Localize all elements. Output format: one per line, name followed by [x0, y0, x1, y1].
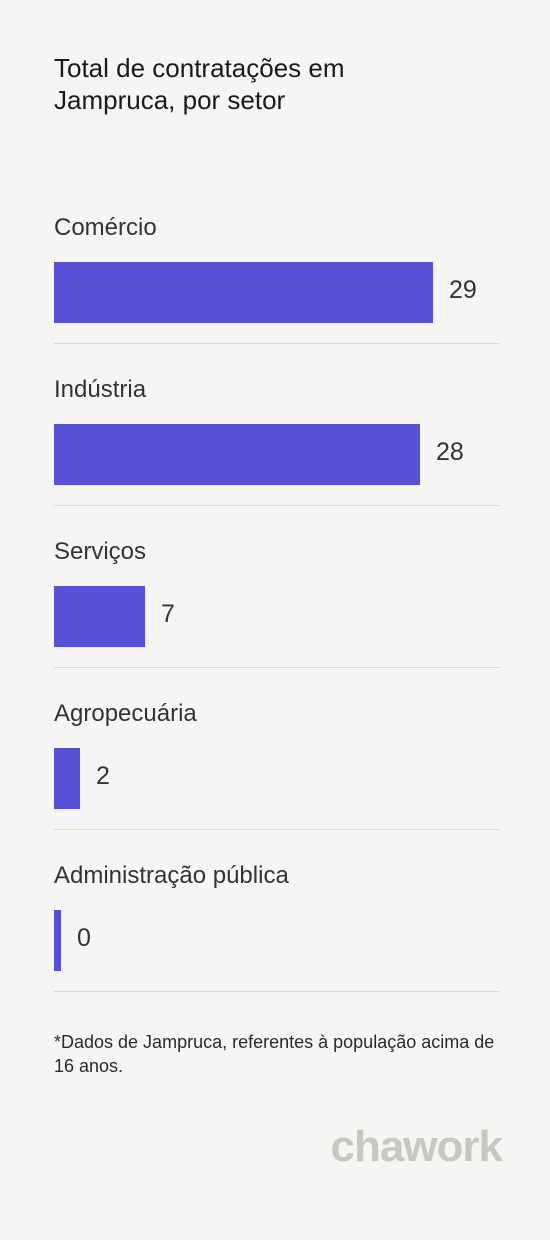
- row-divider: [54, 343, 500, 344]
- bar: [54, 586, 145, 647]
- value-label: 2: [96, 762, 110, 790]
- category-label: Administração pública: [54, 862, 289, 889]
- category-label: Agropecuária: [54, 700, 197, 727]
- category-label: Indústria: [54, 376, 147, 403]
- brand-logo: chawork: [330, 1122, 503, 1171]
- bar-row: Agropecuária 2: [54, 692, 500, 854]
- bar: [54, 748, 80, 809]
- value-label: 28: [436, 438, 464, 466]
- bar: [54, 910, 61, 971]
- row-divider: [54, 667, 500, 668]
- chart-title: Total de contratações em Jampruca, por s…: [54, 53, 345, 115]
- row-divider: [54, 991, 500, 992]
- value-label: 29: [449, 276, 477, 304]
- category-label: Comércio: [54, 214, 157, 241]
- bar-row: Administração pública 0: [54, 854, 500, 1016]
- value-label: 0: [77, 924, 91, 952]
- value-label: 7: [161, 600, 175, 628]
- bar-row: Comércio 29: [54, 206, 500, 368]
- bar-chart: Comércio 29 Indústria 28 Serviços 7 Agropecuár…: [54, 206, 500, 1016]
- bar-row: Serviços 7: [54, 530, 500, 692]
- category-label: Serviços: [54, 538, 147, 565]
- bar-row: Indústria 28: [54, 368, 500, 530]
- row-divider: [54, 505, 500, 506]
- footnote: *Dados de Jampruca, referentes à populaç…: [54, 1032, 495, 1076]
- bar: [54, 424, 420, 485]
- bar: [54, 262, 433, 323]
- row-divider: [54, 829, 500, 830]
